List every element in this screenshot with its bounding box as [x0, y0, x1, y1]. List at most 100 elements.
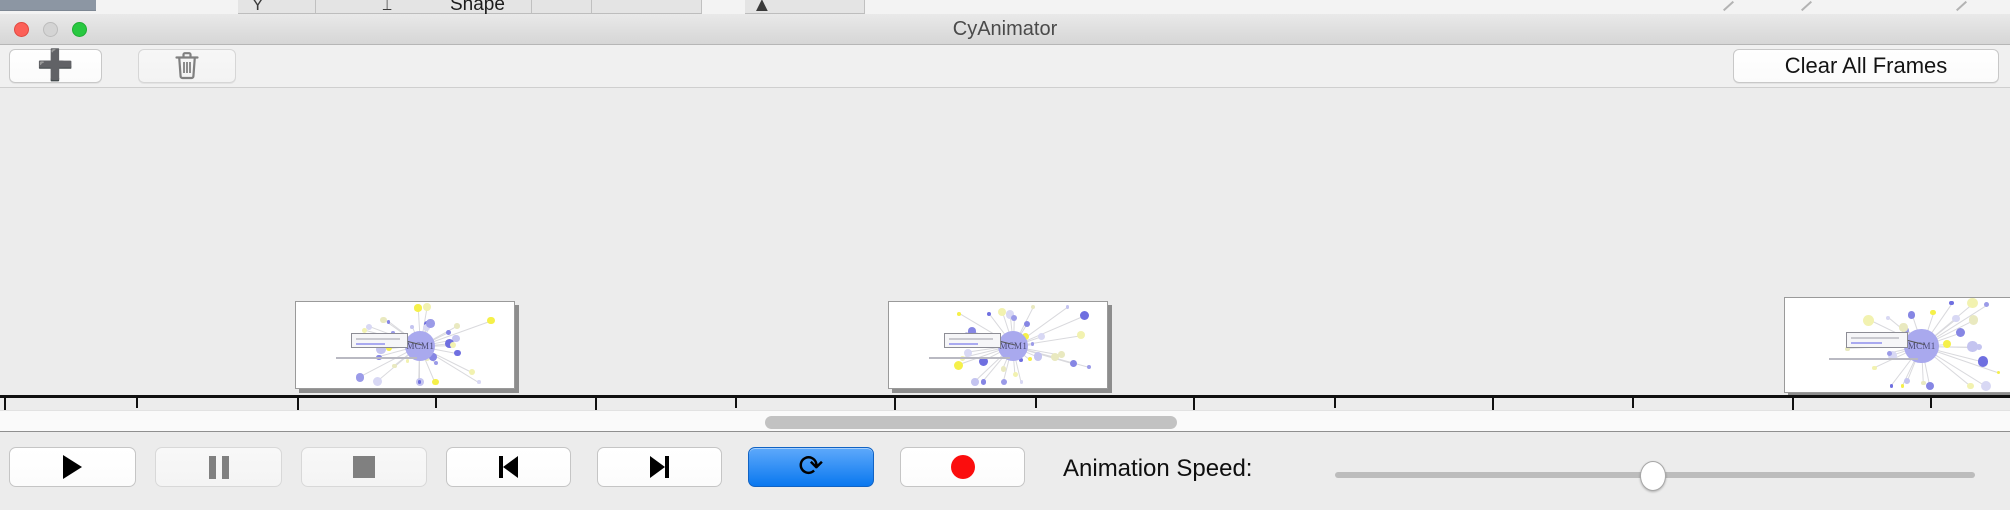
network-node — [468, 368, 476, 376]
network-caption — [335, 356, 417, 359]
bg-tab — [745, 0, 865, 14]
network-node — [392, 364, 397, 369]
axis-tick-minor — [435, 398, 437, 408]
network-node — [405, 359, 409, 363]
network-node — [1058, 351, 1066, 359]
bg-arrow-icon — [1723, 0, 1734, 12]
bg-tab — [316, 0, 532, 14]
axis-tick-minor — [1035, 398, 1037, 408]
stop-button[interactable] — [301, 447, 427, 487]
bg-glyph-y: Y — [252, 0, 264, 14]
network-node — [1845, 346, 1850, 351]
stop-icon — [353, 456, 375, 478]
network-node — [376, 345, 386, 355]
callout-text-line — [1850, 336, 1900, 339]
network-node — [1904, 378, 1911, 385]
network-node — [1949, 300, 1954, 306]
axis-tick-major — [4, 398, 6, 410]
network-node — [1921, 381, 1926, 386]
network-node — [423, 323, 431, 331]
network-node — [1899, 323, 1908, 332]
network-node — [1050, 352, 1059, 361]
pause-button[interactable] — [155, 447, 282, 487]
network-node — [957, 311, 962, 316]
network-graph-preview: MCM1 — [889, 302, 1107, 388]
animation-speed-slider-thumb[interactable] — [1640, 461, 1666, 491]
network-hub-node: MCM1 — [405, 331, 436, 361]
bg-window-label: Shape — [450, 0, 505, 14]
network-node — [1980, 380, 1992, 392]
animation-speed-slider[interactable] — [1335, 461, 1975, 491]
network-node — [1885, 316, 1890, 320]
network-node — [1952, 314, 1960, 323]
callout-text-line — [949, 342, 978, 345]
close-button[interactable] — [14, 22, 29, 37]
network-node — [453, 323, 460, 329]
network-node — [1020, 380, 1024, 384]
network-node — [1942, 339, 1952, 349]
network-node — [953, 360, 964, 371]
add-frame-button[interactable]: ➕ — [9, 49, 102, 83]
network-node — [963, 348, 972, 357]
minimize-button[interactable] — [43, 22, 58, 37]
network-node — [487, 316, 495, 325]
timeline-frame-thumbnail[interactable]: MCM1 — [295, 301, 515, 389]
network-node — [1022, 333, 1030, 341]
network-node — [1888, 351, 1898, 361]
timeline-frame-thumbnail[interactable]: MCM1 — [888, 301, 1108, 389]
play-button[interactable] — [9, 447, 136, 487]
network-node — [1030, 304, 1036, 310]
timeline-axis-line — [0, 395, 2010, 398]
network-callout — [1845, 331, 1909, 348]
bg-arrow-icon — [1801, 0, 1812, 12]
network-node — [417, 380, 422, 384]
network-node — [1000, 378, 1008, 386]
bg-tab — [592, 0, 702, 14]
network-node — [1065, 305, 1069, 309]
network-node — [978, 356, 989, 367]
axis-tick-major — [595, 398, 597, 410]
network-graph-preview: MCM1 — [1785, 298, 2010, 392]
network-node — [1925, 381, 1935, 391]
timeline-scrollbar-thumb[interactable] — [765, 416, 1177, 429]
network-node — [410, 325, 415, 329]
network-node — [1872, 365, 1877, 371]
timeline-scrollbar[interactable] — [0, 410, 2010, 432]
network-node — [998, 307, 1007, 316]
network-node — [1077, 331, 1086, 340]
window-title: CyAnimator — [952, 18, 1058, 40]
network-node — [971, 378, 980, 386]
callout-text-line — [356, 337, 401, 340]
clear-all-frames-button[interactable]: Clear All Frames — [1733, 49, 1999, 83]
loop-button[interactable]: ⟳ — [748, 447, 874, 487]
toolbar: ➕ Clear All Frames — [0, 45, 2010, 88]
delete-frame-button[interactable] — [138, 49, 236, 83]
title-bar[interactable]: CyAnimator — [0, 14, 2010, 45]
network-node — [1037, 332, 1046, 341]
axis-tick-minor — [735, 398, 737, 408]
timeline-frame-thumbnail[interactable]: MCM1 — [1784, 297, 2010, 393]
record-button[interactable] — [900, 447, 1025, 487]
axis-tick-minor — [136, 398, 138, 408]
network-hub-label: MCM1 — [1907, 341, 1936, 351]
bg-tab — [238, 0, 316, 14]
callout-text-line — [1850, 341, 1883, 344]
network-node — [1863, 314, 1874, 326]
network-callout — [944, 332, 1002, 348]
plus-icon: ➕ — [36, 49, 75, 82]
maximize-button[interactable] — [72, 22, 87, 37]
axis-tick-minor — [1930, 398, 1932, 408]
network-node — [385, 344, 393, 351]
network-node — [1976, 344, 1983, 351]
axis-tick-major — [1792, 398, 1794, 410]
loop-icon: ⟳ — [798, 449, 824, 484]
network-node — [1907, 311, 1916, 320]
clear-all-frames-label: Clear All Frames — [1784, 53, 1948, 78]
skip-forward-button[interactable] — [597, 447, 722, 487]
bg-glyph-bars: ⌶ — [382, 0, 393, 14]
axis-tick-major — [1193, 398, 1195, 410]
network-hub-label: MCM1 — [999, 341, 1028, 351]
skip-backward-button[interactable] — [446, 447, 571, 487]
